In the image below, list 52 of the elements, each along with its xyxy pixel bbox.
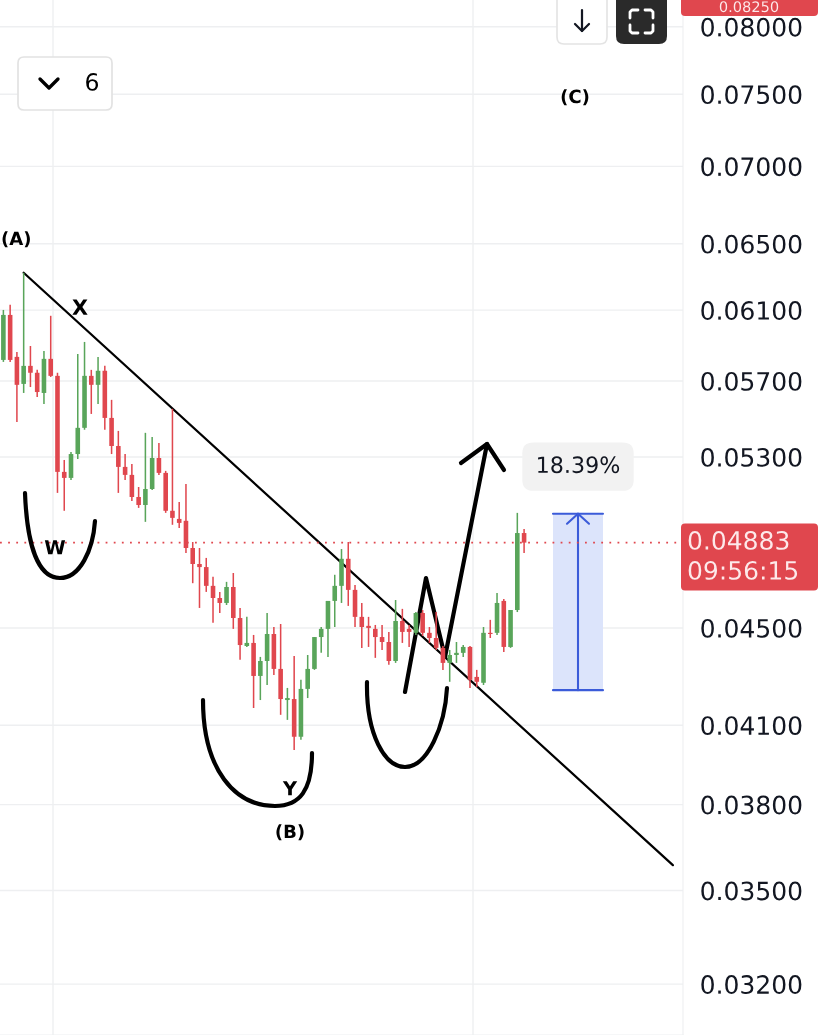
candlestick (116, 430, 121, 494)
y-tick-label: 0.04500 (701, 618, 802, 638)
y-tick-label: 0.06100 (701, 301, 802, 320)
candlestick (487, 619, 493, 639)
candlestick (258, 656, 263, 701)
candlestick (170, 408, 175, 526)
candlestick (447, 649, 452, 683)
annotation: Y (282, 781, 298, 796)
candlestick (359, 602, 365, 649)
candlestick (474, 669, 480, 688)
candlestick (176, 501, 182, 529)
candlestick (88, 369, 94, 415)
candlestick (332, 574, 338, 628)
y-tick-label: 0.07500 (701, 85, 802, 105)
candlestick (48, 315, 54, 378)
y-tick-label: 0.07000 (701, 157, 802, 177)
text: 0.08250 (719, 1, 779, 13)
annotation: (C) (561, 89, 589, 106)
y-tick-label: 0.05300 (701, 447, 802, 467)
text: 09:56:15 (688, 560, 798, 580)
annotation: W (44, 540, 66, 555)
candlestick (400, 608, 405, 644)
annotation: (B) (276, 824, 304, 841)
y-tick-label: 0.06500 (701, 234, 802, 254)
candlestick (21, 272, 26, 394)
annotation: (A) (2, 231, 30, 248)
y-tick-label: 0.04100 (701, 716, 802, 736)
y-tick-label: 0.03500 (701, 881, 802, 901)
candlestick (454, 641, 459, 664)
annotation: 6 (86, 72, 99, 91)
candlestick (61, 459, 67, 512)
candlestick (318, 626, 324, 654)
annotation: X (72, 299, 88, 315)
candlestick (203, 557, 209, 593)
candlestick (197, 547, 202, 609)
candlestick (224, 581, 229, 606)
candlestick (136, 486, 141, 509)
candlestick (373, 624, 378, 659)
candlestick (28, 345, 33, 388)
candlestick (305, 654, 310, 699)
y-tick-label: 0.08000 (701, 17, 802, 37)
y-tick-label: 0.03200 (701, 975, 802, 995)
candlestick (190, 541, 196, 584)
candlestick (143, 432, 148, 523)
band-label: 18.39% (538, 456, 620, 474)
y-tick-label: 0.03800 (701, 795, 802, 815)
candlestick (285, 687, 290, 721)
ref-line-label: 0.04883 (688, 530, 789, 550)
y-tick-label: 0.05700 (701, 371, 802, 391)
candlestick (366, 616, 371, 648)
candlestick (217, 591, 223, 614)
candlestick (420, 609, 425, 637)
